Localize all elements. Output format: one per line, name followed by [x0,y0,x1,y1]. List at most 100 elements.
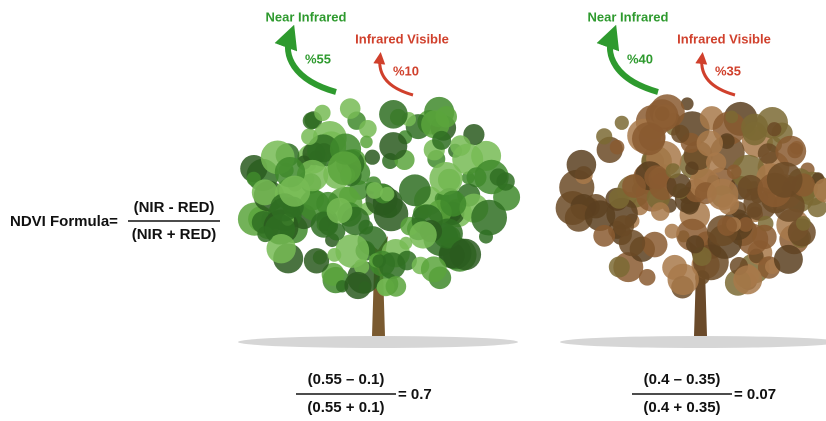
result: = 0.7 [398,386,432,403]
numerator: (0.55 – 0.1) [308,371,385,388]
leaf-cluster [385,276,407,297]
leaf-cluster [449,238,482,271]
red-arrow [373,52,414,97]
leaf-cluster [707,178,739,211]
leaf-cluster [471,199,507,236]
leaf-cluster [685,161,699,175]
leaf-cluster [717,216,737,236]
leaf-cluster [257,226,274,243]
leaf-cluster [608,188,630,209]
nir-value: %40 [627,51,653,66]
leaf-cluster [279,175,311,207]
leaf-cluster [327,248,342,262]
denominator: (0.4 + 0.35) [643,399,720,416]
leaf-cluster [733,265,763,295]
leaf-cluster [752,224,777,250]
leaf-cluster [665,163,681,179]
denominator: (0.55 + 0.1) [307,399,384,416]
nir-label: Near Infrared [588,9,669,24]
leaf-cluster [251,179,278,206]
leaf-cluster [664,223,680,239]
tree: Near Infrared %40 Infrared Visible %35 (0.4 … [555,9,826,416]
leaf-cluster [450,135,471,156]
leaf-cluster [379,132,408,161]
leaf-cluster [726,164,742,180]
result: = 0.07 [734,386,776,403]
leaf-cluster [420,256,447,283]
leaf-cluster [705,152,727,173]
leaf-cluster [666,173,692,198]
leaf-cluster [638,269,656,286]
nir-value: %55 [305,51,331,66]
leaf-cluster [725,110,739,124]
leaf-cluster [671,124,690,143]
leaf-cluster [372,254,387,268]
nir-arrow [274,24,337,95]
leaf-cluster [614,115,629,130]
leaf-cluster [813,178,826,203]
leaf-cluster [360,135,373,149]
leaf-cluster [399,236,413,250]
formula-denominator: (NIR + RED) [132,226,217,243]
leaf-cluster [738,217,754,232]
trees: Near Infrared %55 Infrared Visible %10 (0.55… [237,9,826,416]
leaf-cluster [303,248,330,274]
leaf-cluster [339,98,361,119]
leaf-cluster [429,162,463,196]
leaf-cluster [435,106,458,128]
leaf-cluster [409,221,437,249]
leaf-cluster [766,161,803,198]
leaf-cluster [440,190,467,217]
leaf-cluster [399,174,431,207]
leaf-cluster [321,262,345,286]
leaf-cluster [358,219,374,235]
leaf-cluster [667,263,699,296]
nir-arrow [596,24,659,95]
shadow [560,336,826,348]
leaf-cluster [314,104,331,122]
leaf-cluster [301,128,318,145]
formula-numerator: (NIR - RED) [134,199,215,216]
leaf-cluster [775,135,807,167]
leaf-cluster [366,182,383,199]
leaf-cluster [773,244,803,274]
leaf-cluster [240,155,268,183]
leaf-cluster [566,149,597,180]
leaf-cluster [757,143,779,165]
leaf-cluster [686,235,705,254]
shadow [238,336,518,348]
red-value: %10 [393,63,419,78]
leaf-cluster [641,231,668,258]
leaf-cluster [618,229,646,257]
leaf-cluster [335,234,370,268]
leaf-cluster [645,99,679,133]
leaf-cluster [496,172,515,191]
leaf-cluster [796,216,811,231]
numerator: (0.4 – 0.35) [644,371,721,388]
leaf-cluster [593,224,616,247]
red-value: %35 [715,63,741,78]
red-label: Infrared Visible [355,31,449,46]
leaf-cluster [432,130,452,150]
leaf-cluster [359,120,377,138]
red-label: Infrared Visible [677,31,771,46]
leaf-cluster [612,215,635,237]
leaf-cluster [379,100,408,129]
red-arrow [695,52,736,97]
leaf-cluster [326,197,353,224]
nir-label: Near Infrared [266,9,347,24]
leaf-cluster [622,174,646,198]
leaf-cluster [651,202,670,221]
formula-label: NDVI Formula= [10,213,118,230]
leaf-cluster [608,256,630,278]
leaf-cluster [364,149,380,165]
tree: Near Infrared %55 Infrared Visible %10 (0.55… [237,9,521,416]
leaf-cluster [380,186,395,202]
leaf-cluster [596,128,613,145]
leaf-cluster [696,130,723,157]
leaf-cluster [344,271,372,300]
leaf-cluster [742,121,767,146]
leaf-cluster [609,139,625,155]
leaf-cluster [266,234,296,264]
